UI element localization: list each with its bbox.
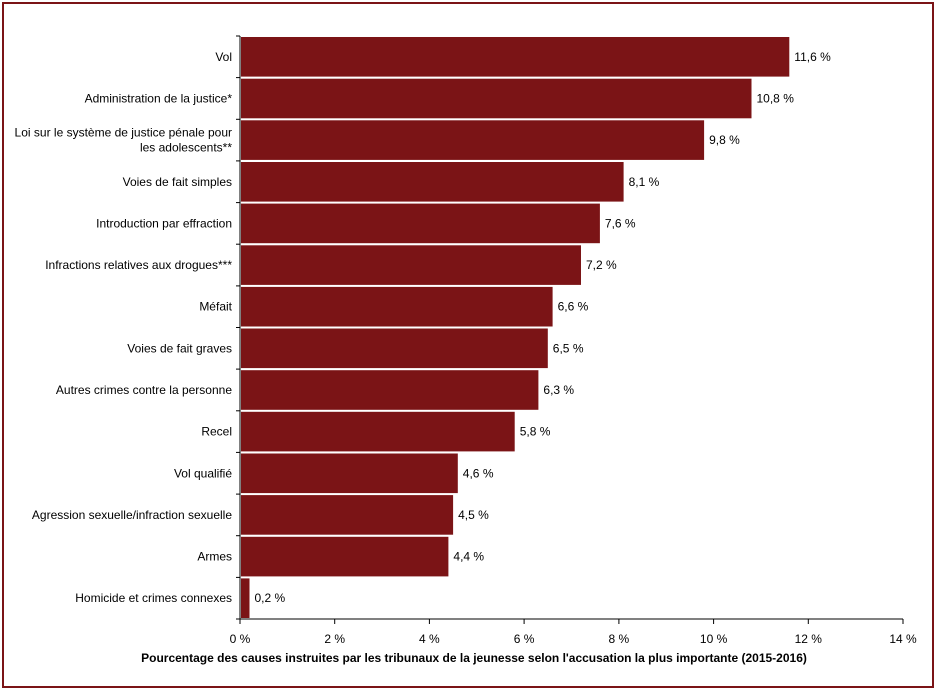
bar-3	[241, 162, 624, 202]
category-label-12: Armes	[197, 550, 232, 564]
category-label-line: Administration de la justice*	[85, 92, 233, 106]
x-tick-label-2: 4 %	[419, 632, 440, 646]
value-label-8: 6,3 %	[543, 383, 574, 397]
bar-12	[241, 536, 449, 577]
bar-13	[241, 578, 250, 618]
bar-11	[241, 495, 454, 535]
bar-10	[241, 453, 458, 494]
x-tick-label-4: 8 %	[609, 632, 630, 646]
category-label-2: Loi sur le système de justice pénale pou…	[15, 126, 233, 155]
category-label-line: Infractions relatives aux drogues***	[45, 258, 232, 272]
x-tick-label-1: 2 %	[324, 632, 345, 646]
bar-0	[241, 37, 790, 77]
category-label-line: Vol	[215, 50, 232, 64]
bar-6	[241, 286, 553, 327]
category-label-line: Voies de fait graves	[127, 341, 232, 355]
category-label-line: Armes	[197, 550, 232, 564]
category-label-line: Vol qualifié	[174, 466, 232, 480]
value-label-1: 10,8 %	[757, 92, 795, 106]
category-label-line: Voies de fait simples	[123, 175, 232, 189]
category-label-3: Voies de fait simples	[123, 175, 232, 189]
category-label-5: Infractions relatives aux drogues***	[45, 258, 232, 272]
labels-layer: 11,6 % Vol 10,8 % Administration de la just…	[15, 50, 832, 605]
category-label-line: Introduction par effraction	[96, 216, 232, 230]
bar-5	[241, 245, 581, 285]
bar-9	[241, 411, 515, 452]
value-label-10: 4,6 %	[463, 466, 494, 480]
value-label-0: 11,6 %	[794, 50, 831, 64]
category-label-0: Vol	[215, 50, 232, 64]
x-tick-label-3: 6 %	[514, 632, 535, 646]
bar-4	[241, 203, 600, 244]
value-label-6: 6,6 %	[558, 300, 589, 314]
x-tick-label-7: 14 %	[889, 632, 917, 646]
category-label-10: Vol qualifié	[174, 466, 232, 480]
category-label-13: Homicide et crimes connexes	[75, 591, 232, 605]
value-label-11: 4,5 %	[458, 508, 489, 522]
category-label-line: Autres crimes contre la personne	[56, 383, 232, 397]
value-label-2: 9,8 %	[709, 133, 740, 147]
bar-7	[241, 328, 548, 369]
category-label-line: Recel	[201, 425, 232, 439]
value-label-3: 8,1 %	[629, 175, 660, 189]
value-label-5: 7,2 %	[586, 258, 617, 272]
bars-layer	[241, 37, 790, 618]
category-label-6: Méfait	[199, 300, 232, 314]
x-axis: 0 % 2 % 4 % 6 % 8 % 10 % 12 % 14 %	[230, 35, 917, 646]
category-label-line: les adolescents**	[140, 141, 232, 155]
bar-8	[241, 370, 539, 410]
value-label-13: 0,2 %	[255, 591, 286, 605]
x-axis-title: Pourcentage des causes instruites par le…	[141, 651, 807, 665]
category-label-line: Agression sexuelle/infraction sexuelle	[32, 508, 232, 522]
value-label-4: 7,6 %	[605, 216, 636, 230]
value-label-7: 6,5 %	[553, 341, 584, 355]
value-label-12: 4,4 %	[453, 550, 484, 564]
category-label-line: Homicide et crimes connexes	[75, 591, 232, 605]
category-label-11: Agression sexuelle/infraction sexuelle	[32, 508, 232, 522]
category-label-line: Méfait	[199, 300, 232, 314]
bar-1	[241, 78, 752, 119]
category-label-7: Voies de fait graves	[127, 341, 232, 355]
value-label-9: 5,8 %	[520, 425, 551, 439]
x-tick-label-5: 10 %	[700, 632, 728, 646]
category-label-4: Introduction par effraction	[96, 216, 232, 230]
category-label-8: Autres crimes contre la personne	[56, 383, 232, 397]
bar-2	[241, 120, 705, 160]
x-tick-label-6: 12 %	[795, 632, 823, 646]
category-label-1: Administration de la justice*	[85, 92, 233, 106]
category-label-9: Recel	[201, 425, 232, 439]
x-tick-label-0: 0 %	[230, 632, 251, 646]
category-label-line: Loi sur le système de justice pénale pou…	[15, 126, 232, 140]
